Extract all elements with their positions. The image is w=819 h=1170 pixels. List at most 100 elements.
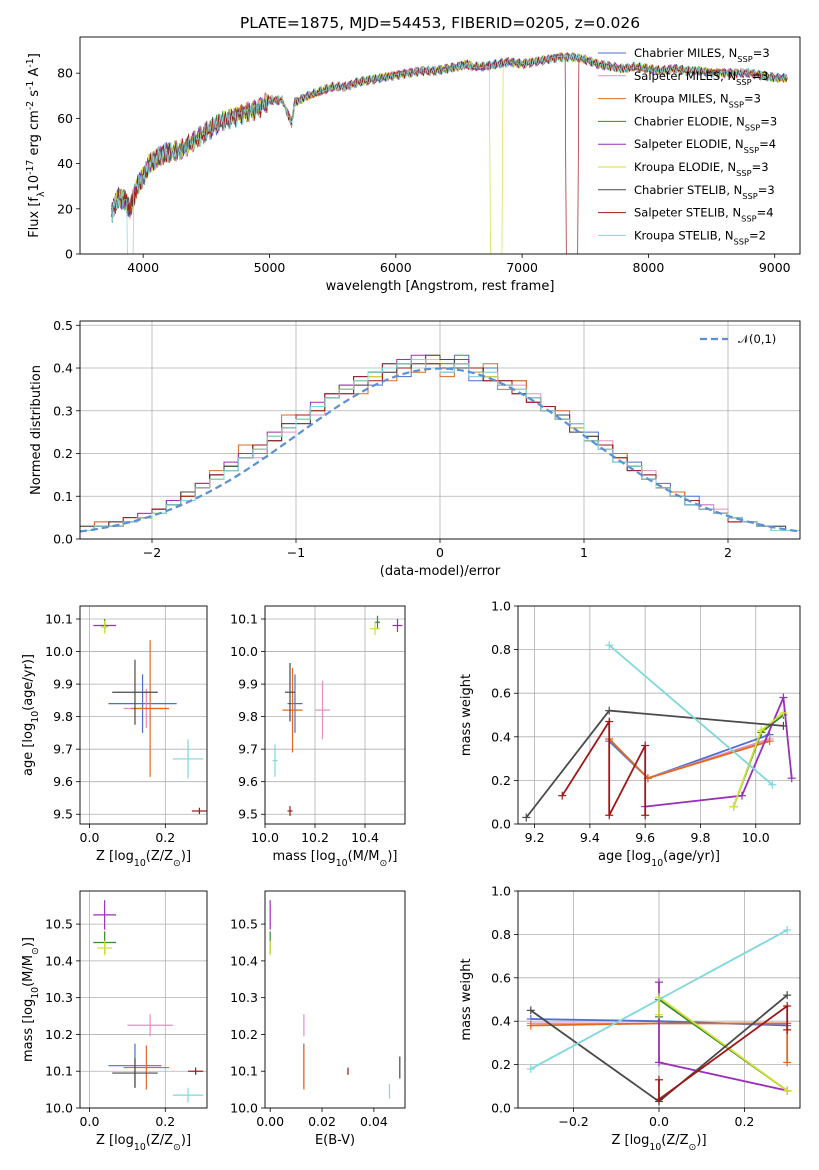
axes-mass-vs-EBV: 0.00 0.02 0.04 10.0 10.1 10.2 10.3 10.4 10.5 E(B-…: [230, 890, 406, 1148]
text-span: (M/M: [348, 849, 380, 864]
x-axis-label: E(B-V): [315, 1133, 355, 1148]
y-tick-label: 0.0: [53, 532, 73, 547]
text-span: Chabrier ELODIE, N: [634, 114, 745, 128]
y-tick-label: 9.5: [238, 807, 258, 822]
text-span: -1: [25, 81, 36, 90]
figure-title: PLATE=1875, MJD=54453, FIBERID=0205, z=0…: [240, 14, 640, 32]
y-tick-label: 10.0: [230, 1101, 258, 1116]
text-span: 10: [30, 711, 41, 723]
legend-label: Salpeter ELODIE, NSSP=4: [634, 137, 776, 155]
x-tick-label: 8000: [633, 260, 665, 275]
axes-weight-vs-Z: −0.2 0.0 0.2 0.0 0.2 0.4 0.6 0.8 1.0 Z [log10(Z/Z…: [459, 884, 801, 1153]
y-tick-label: 9.5: [53, 807, 73, 822]
normal-curve: [80, 367, 800, 533]
x-tick-label: 1: [580, 545, 588, 560]
spectrum-line: [111, 53, 788, 217]
text-span: )]: [181, 1133, 191, 1148]
x-tick-label: 0.2: [155, 830, 175, 845]
y-tick-label: 0.4: [53, 361, 73, 376]
x-tick-label: 9.8: [691, 830, 711, 845]
text-span: )]: [21, 937, 36, 947]
y-tick-label: 10.4: [45, 953, 73, 968]
weight-line: [658, 1004, 789, 1102]
x-tick-label: 0: [436, 545, 444, 560]
y-tick-label: 10.0: [45, 644, 73, 659]
x-tick-label: 9.6: [635, 830, 655, 845]
text-span: ⊙: [379, 858, 387, 869]
text-span: λ: [36, 191, 47, 197]
text-span: =3: [760, 114, 777, 128]
text-span: =4: [757, 206, 774, 220]
x-tick-label: 5000: [254, 260, 286, 275]
legend-label: Chabrier STELIB, NSSP=3: [634, 183, 775, 201]
y-tick-label: 20: [57, 201, 73, 216]
plot-area: [93, 900, 204, 1103]
axes-frame: [79, 36, 801, 255]
y-tick-label: 80: [57, 66, 73, 81]
legend-label: Kroupa STELIB, NSSP=2: [634, 228, 766, 246]
text-span: 10: [651, 858, 663, 869]
plot-area: [526, 926, 792, 1106]
plot-area: [272, 615, 403, 816]
text-span: s: [27, 90, 42, 101]
text-span: SSP: [729, 100, 744, 110]
text-span: ⊙: [689, 1142, 697, 1153]
y-tick-label: 10.3: [230, 990, 258, 1005]
legend-label: Chabrier ELODIE, NSSP=3: [634, 114, 777, 132]
text-span: =3: [752, 69, 769, 83]
text-span: -17: [25, 160, 36, 175]
y-tick-label: 10.2: [45, 1027, 73, 1042]
text-span: =4: [759, 137, 776, 151]
x-tick-label: 0.0: [80, 1114, 100, 1129]
spectrum-line: [111, 53, 788, 254]
text-span: ]: [27, 53, 42, 58]
y-tick-label: 0.2: [491, 1057, 511, 1072]
spectrum-line: [111, 53, 788, 254]
y-tick-label: 10.1: [230, 1064, 258, 1079]
x-axis-label: mass [log10(M/M⊙)]: [273, 849, 398, 869]
y-tick-label: 10.1: [230, 612, 258, 627]
x-tick-label: 0.0: [80, 830, 100, 845]
text-span: 10: [30, 987, 41, 999]
x-tick-label: 9.2: [525, 830, 545, 845]
text-span: Kroupa STELIB, N: [634, 228, 734, 242]
y-tick-label: 0.4: [491, 1014, 511, 1029]
text-span: Chabrier MILES, N: [634, 46, 737, 60]
text-span: 10: [134, 1142, 146, 1153]
text-span: ⊙: [30, 947, 41, 955]
x-tick-label: 0.2: [155, 1114, 175, 1129]
y-tick-label: 0.2: [53, 446, 73, 461]
y-tick-label: 9.8: [53, 709, 73, 724]
x-tick-label: 10.4: [351, 830, 379, 845]
text-span: (data-model)/error: [380, 564, 501, 579]
y-tick-label: 1.0: [491, 884, 511, 899]
text-span: ⊙: [173, 858, 181, 869]
x-axis-label: Z [log10(Z/Z⊙)]: [96, 849, 191, 869]
y-tick-label: 0.0: [491, 1101, 511, 1116]
axes-residuals: −2 −1 0 1 2 0.0 0.1 0.2 0.3 0.4 0.5 (data-model)/er…: [29, 318, 801, 579]
y-tick-label: 10.5: [45, 917, 73, 932]
spectrum-line: [111, 52, 788, 254]
y-tick-label: 0.4: [491, 729, 511, 744]
text-span: (Z/Z: [146, 1133, 173, 1148]
x-tick-label: 0.04: [360, 1114, 388, 1129]
plot-area: [522, 641, 796, 822]
text-span: 10: [134, 858, 146, 869]
text-span: mass weight: [459, 958, 474, 1040]
axes-spectrum: 4000 5000 6000 7000 8000 9000 0 20 40 60 80 wavelen…: [25, 36, 801, 294]
weight-line: [732, 714, 784, 807]
x-tick-label: −1: [287, 545, 305, 560]
y-axis-label: Flux [fλ10-17 erg cm-2 s-1 A-1]: [25, 53, 47, 238]
text-span: (Z/Z: [146, 849, 173, 864]
y-tick-label: 0: [65, 247, 73, 262]
text-span: =3: [752, 160, 769, 174]
text-span: Salpeter ELODIE, N: [634, 137, 744, 151]
legend-label: Kroupa MILES, NSSP=3: [634, 92, 761, 110]
y-tick-label: 9.7: [238, 742, 258, 757]
text-span: Salpeter STELIB, N: [634, 206, 741, 220]
x-tick-label: 4000: [127, 260, 159, 275]
text-span: =3: [758, 183, 775, 197]
text-span: -1: [25, 58, 36, 67]
text-span: age [log: [21, 723, 36, 776]
x-tick-label: 2: [724, 545, 732, 560]
